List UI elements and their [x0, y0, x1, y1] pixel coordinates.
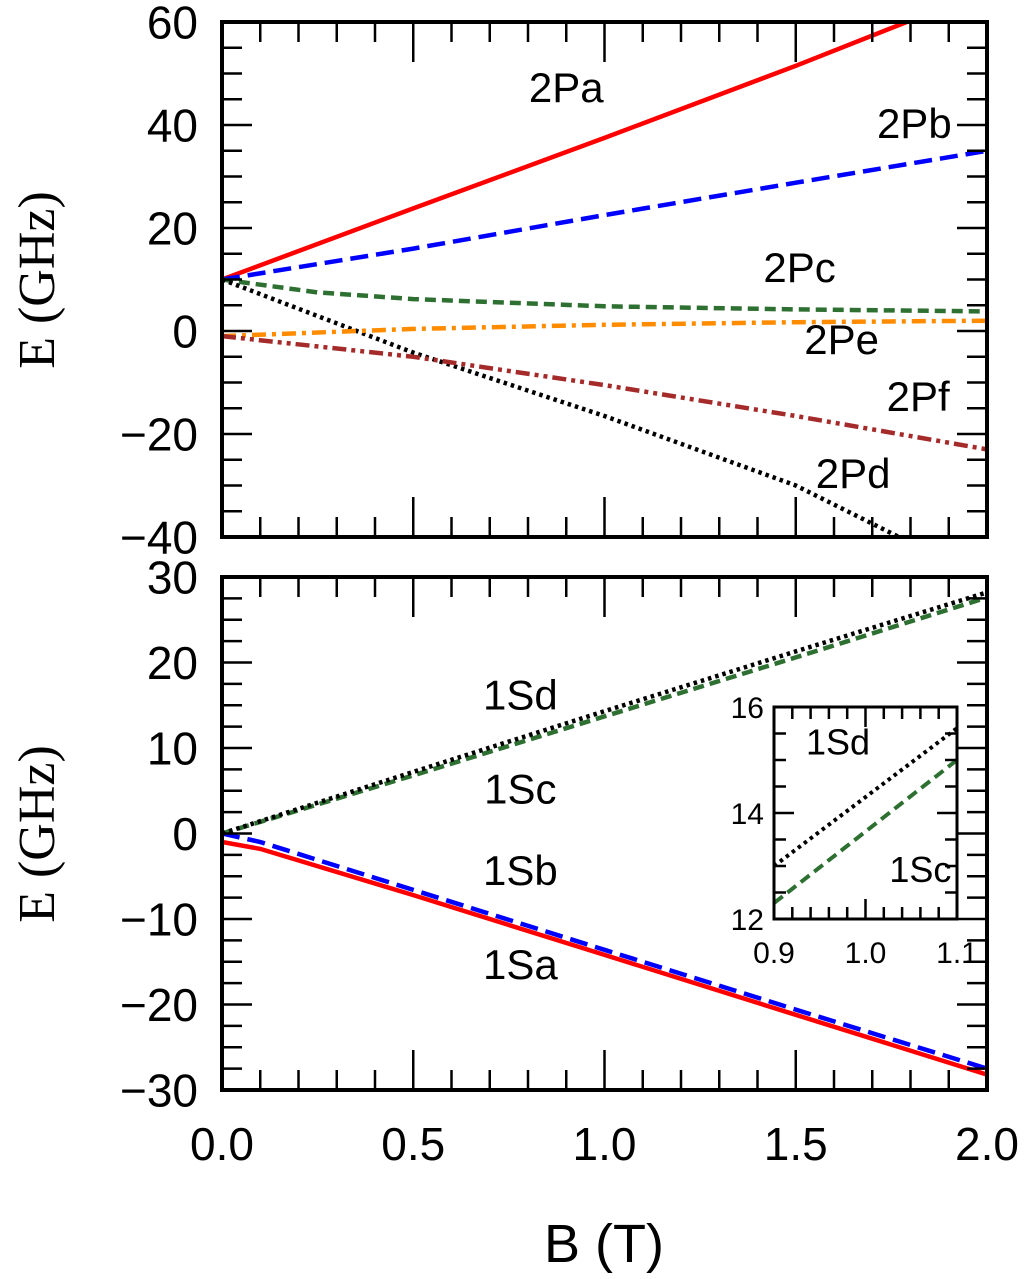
annotation-1sd: 1Sd [483, 672, 558, 719]
inset-y-tick-label: 12 [731, 904, 764, 937]
top-series [222, 22, 987, 537]
series-1sc [774, 758, 957, 905]
series-1sa [222, 839, 987, 1077]
annotation-2pc: 2Pc [763, 244, 835, 291]
bottom-x-tick-label: 1.5 [764, 1118, 828, 1170]
x-axis-label: B (T) [544, 1214, 664, 1274]
annotation-2pe: 2Pe [804, 316, 879, 363]
top-y-tick-label: 40 [147, 100, 198, 152]
annotation-2pd: 2Pd [816, 450, 891, 497]
bottom-panel: 30 20 10 0 −10 −20 −300.0 0.5 1.0 1.5 2.0 1Sd 1Sc 1Sb… [120, 552, 1019, 1170]
top-y-tick-label: −20 [120, 409, 198, 461]
inset-series [774, 726, 957, 905]
bottom-y-axis-label: E (GHz) [9, 745, 66, 923]
annotation-1sa: 1Sa [483, 941, 558, 988]
annotation-2pb: 2Pb [877, 100, 952, 147]
series-2pb [222, 148, 987, 282]
annotation-1sc: 1Sc [484, 766, 556, 813]
inset-x-tick-label: 1.1 [936, 937, 978, 970]
series-1sd [774, 726, 957, 868]
annotation-1sd: 1Sd [806, 722, 870, 763]
series-2pe [222, 318, 987, 339]
top-y-tick-label: 0 [172, 306, 198, 358]
series-1sc [222, 595, 987, 836]
inset-x-tick-label: 1.0 [845, 937, 887, 970]
bottom-y-tick-label: −10 [120, 894, 198, 946]
bottom-y-tick-label: −20 [120, 979, 198, 1031]
annotation-1sb: 1Sb [483, 847, 558, 894]
series-1sb [222, 831, 987, 1071]
inset-frame [772, 705, 959, 921]
top-frame [220, 20, 989, 539]
bottom-y-tick-label: −30 [120, 1065, 198, 1117]
inset-y-tick-label: 16 [731, 692, 764, 725]
inset-x-tick-label: 0.9 [753, 937, 795, 970]
bottom-series [222, 590, 987, 1077]
top-y-tick-label: 60 [147, 0, 198, 49]
bottom-x-tick-label: 0.5 [381, 1118, 445, 1170]
bottom-y-tick-label: 30 [147, 552, 198, 604]
top-y-axis-label: E (GHz) [9, 191, 66, 369]
series-2pd [222, 277, 901, 537]
inset-y-tick-label: 14 [731, 798, 764, 831]
series-1sd [222, 590, 987, 836]
bottom-x-tick-label: 2.0 [955, 1118, 1019, 1170]
bottom-x-tick-label: 1.0 [573, 1118, 637, 1170]
series-2pa [222, 22, 908, 282]
bottom-x-tick-label: 0.0 [190, 1118, 254, 1170]
bottom-y-tick-label: 0 [172, 808, 198, 860]
annotation-2pa: 2Pa [529, 64, 604, 111]
annotation-2pf: 2Pf [887, 373, 950, 420]
bottom-y-tick-label: 20 [147, 637, 198, 689]
top-ticks [220, 20, 989, 539]
bottom-y-tick-label: 10 [147, 723, 198, 775]
inset-panel: 12 14 16 0.9 1.0 1.1 1Sd 1Sc [731, 692, 978, 970]
annotation-1sc: 1Sc [889, 849, 951, 890]
top-y-tick-label: −40 [120, 512, 198, 564]
series-2pc [222, 277, 987, 314]
bottom-frame [220, 575, 989, 1092]
top-y-tick-label: 20 [147, 203, 198, 255]
